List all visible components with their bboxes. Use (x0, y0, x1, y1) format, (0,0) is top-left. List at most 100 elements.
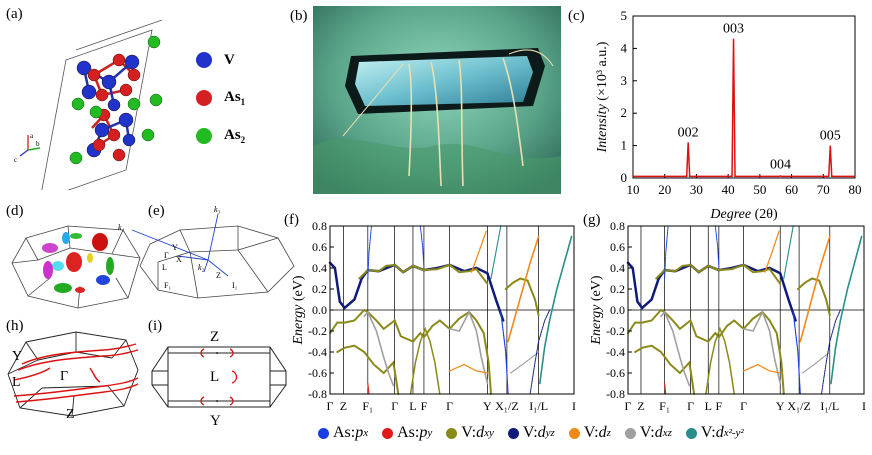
band-g-band-11 (830, 235, 863, 385)
xrd-plot-frame (632, 15, 856, 179)
band-f-band-7 (448, 310, 489, 385)
band-g-ytick-label-7: -0.6 (606, 366, 625, 380)
band-g-klabel-9: I₁/L (820, 399, 839, 413)
band-f-klabel-10: I (572, 399, 576, 413)
crystal-structure: a b c (14, 20, 163, 190)
band-g-band-17 (802, 351, 831, 374)
xrd-xtick-label-0: 10 (627, 182, 640, 197)
band-f-klabel-7: Y (483, 399, 492, 413)
band-f-ytick-label-7: -0.6 (308, 366, 327, 380)
sample-photo (313, 6, 561, 194)
panel-label-e: (e) (148, 203, 165, 219)
xrd-xtick-label-1: 20 (658, 182, 671, 197)
panel-label-c: (c) (568, 8, 585, 24)
xrd-peak-label-1: 003 (723, 22, 744, 37)
band-g-band-18 (821, 309, 841, 395)
band-f-ylabel: Energy (eV) (291, 275, 306, 345)
band-g-klabel-1: Z (637, 399, 644, 413)
fermi-surface-3d (11, 225, 141, 309)
fs-i-point-l: L (210, 369, 219, 385)
bz-point-gamma: Γ (164, 251, 169, 260)
panel-label-a: (a) (6, 6, 23, 22)
band-f-band-9 (507, 235, 540, 343)
band-g-ytick-label-3: 0.2 (610, 282, 625, 296)
structure-legend: V As1 As2 (196, 41, 245, 155)
band-g-ytick-label-0: 0.8 (610, 219, 625, 233)
band-g-band-10 (764, 230, 780, 273)
xrd-curve (633, 38, 855, 178)
axis-b-label: b (36, 140, 40, 148)
xrd-peak-label-2: 004 (770, 157, 791, 172)
orbital-dot-icon (507, 427, 519, 439)
band-g-klabel-5: F (716, 399, 723, 413)
band-g-ytick-label-4: 0.0 (610, 303, 625, 317)
band-f-band-11 (539, 235, 573, 385)
bz-point-z: Z (216, 271, 221, 280)
band-f-ytick-label-2: 0.4 (312, 261, 327, 275)
band-f-band-10 (470, 230, 487, 273)
legend-as1: As1 (196, 79, 245, 117)
band-f-band-18 (529, 309, 551, 395)
legend-as1-sub: 1 (240, 97, 246, 107)
band-f-band-13 (367, 225, 372, 279)
brillouin-zone: k₃ k₁ k₂ Γ Y X L Z F₁ I₁ (118, 205, 295, 299)
band-g-band-9 (799, 235, 831, 343)
orbital-dot-icon (318, 427, 329, 439)
as1-atom-icon (196, 90, 212, 106)
band-f-band-8 (448, 363, 489, 374)
band-g-klabel-8: X₁/Z (787, 399, 811, 413)
band-f-band-17 (510, 351, 540, 374)
band-g-band-6 (660, 310, 691, 387)
band-g-ytick-label-8: -0.8 (606, 387, 625, 401)
band-f-band-16 (367, 382, 370, 395)
legend-as2-label: As (224, 127, 241, 143)
band-g-klabel-7: Y (776, 399, 785, 413)
band-g-band-3 (634, 344, 696, 395)
band-g-band-14 (714, 225, 720, 269)
band-g-band-16 (664, 382, 667, 395)
band-g-klabel-2: F₁ (659, 399, 670, 413)
band-f-klabel-2: F₁ (362, 399, 373, 413)
xrd-xtick-label-5: 60 (785, 182, 798, 197)
fs-i-point-z: Z (210, 329, 219, 345)
orbital-legend-item-6: V: d x²-y² (685, 424, 744, 442)
panel-label-d: (d) (6, 203, 24, 219)
xrd-ytick-label-2: 2 (621, 105, 628, 120)
band-f-band-15 (500, 311, 509, 395)
axis-a-label: a (30, 132, 34, 140)
fermi-projection-i: Z L Y (151, 329, 287, 429)
fs-h-point-gamma: Γ (60, 369, 68, 384)
band-f-ytick-label-5: -0.2 (308, 324, 327, 338)
axis-c-label: c (14, 156, 17, 164)
band-g-band-13 (664, 225, 669, 279)
legend-v: V (196, 41, 245, 79)
band-f-band-2 (329, 308, 492, 395)
band-f-klabel-3: Γ (391, 399, 398, 413)
fermi-projection-h: Y L Γ Z (7, 331, 139, 422)
band-structure-f: 0.80.60.40.20.0-0.2-0.4-0.6-0.8Γ Z F₁ Γ L F Γ Y… (291, 219, 576, 413)
orbital-legend-item-3: V: d yz (507, 424, 555, 442)
xrd-xlabel: Degree (2θ) (709, 207, 778, 222)
panel-label-b: (b) (290, 8, 308, 24)
orbital-legend-item-2: V: d xy (446, 424, 494, 442)
band-f-ytick-label-6: -0.4 (308, 345, 327, 359)
band-g-klabel-3: Γ (687, 399, 694, 413)
orbital-dot-icon (568, 427, 580, 439)
panel-label-h: (h) (6, 318, 24, 334)
band-g-ytick-label-5: -0.2 (606, 324, 625, 338)
xrd-xtick-label-3: 40 (722, 182, 735, 197)
band-f-band-6 (363, 310, 395, 387)
fs-h-point-l: L (12, 375, 21, 390)
band-f-band-12 (490, 225, 502, 280)
band-f-ytick-label-4: 0.0 (312, 303, 327, 317)
orbital-dot-icon (624, 427, 636, 439)
band-f-klabel-4: L (409, 399, 416, 413)
bz-point-i1: I₁ (232, 281, 238, 290)
band-f-klabel-6: Γ (446, 399, 453, 413)
xrd-chart: 10 20 30 40 50 60 70 80 0 1 2 3 4 5 002 003 004 005 Degr… (595, 8, 862, 222)
legend-v-label: V (224, 51, 235, 68)
xrd-ytick-label-5: 5 (621, 8, 628, 23)
